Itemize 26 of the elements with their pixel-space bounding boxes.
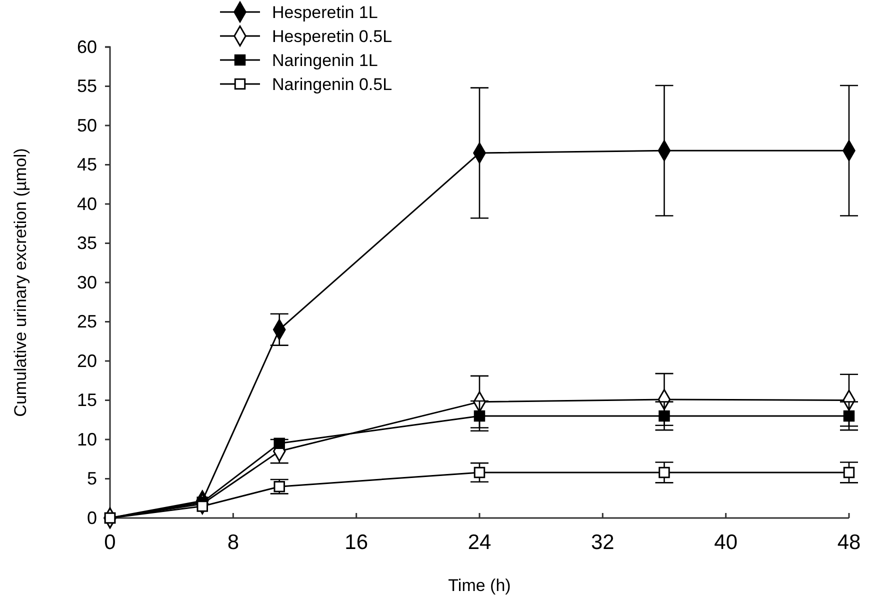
x-tick-label: 8 — [227, 530, 240, 554]
x-tick-label: 24 — [468, 530, 492, 554]
x-tick-label: 32 — [590, 530, 614, 554]
y-tick-label: 25 — [76, 312, 97, 332]
y-tick-label: 30 — [76, 272, 97, 292]
legend-label: Hesperetin 0.5L — [272, 27, 392, 46]
y-tick-label: 5 — [86, 468, 97, 489]
y-axis-title: Cumulative urinary excretion (µmol) — [11, 148, 30, 417]
y-tick-label: 0 — [86, 508, 97, 528]
y-tick-label: 40 — [76, 194, 97, 214]
x-axis-title: Time (h) — [448, 576, 511, 595]
legend-label: Hesperetin 1L — [272, 3, 378, 22]
legend-label: Naringenin 1L — [272, 51, 378, 70]
y-tick-label: 45 — [76, 154, 97, 175]
x-tick-label: 40 — [714, 530, 738, 554]
x-tick-label: 16 — [344, 530, 368, 554]
y-tick-label: 20 — [76, 350, 97, 371]
y-tick-label: 60 — [76, 36, 97, 57]
y-tick-label: 15 — [76, 390, 97, 410]
legend-label: Naringenin 0.5L — [272, 75, 392, 94]
y-tick-label: 55 — [76, 76, 97, 96]
y-tick-label: 50 — [76, 115, 97, 136]
x-tick-label: 0 — [104, 530, 116, 554]
y-tick-label: 10 — [76, 429, 97, 450]
x-tick-label: 48 — [837, 530, 861, 554]
y-tick-label: 35 — [76, 233, 97, 254]
